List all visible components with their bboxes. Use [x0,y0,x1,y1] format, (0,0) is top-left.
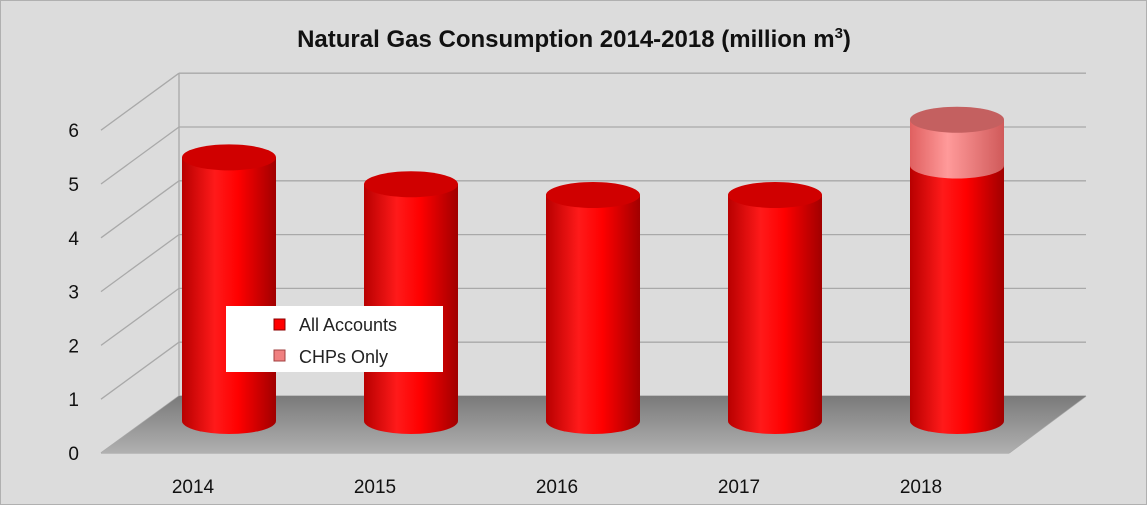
bars-layer [182,106,1004,434]
gridline-side-2 [100,287,180,346]
gridline-side-5 [100,126,180,185]
bar-all-accounts-2016-body [546,195,640,434]
bar-all-accounts-2018 [910,165,1004,434]
gridline-side-4 [100,180,180,239]
legend-label-all-accounts: All Accounts [299,315,397,335]
bar-all-accounts-2015-cap [364,171,458,198]
bar-all-accounts-2017-cap [728,182,822,209]
x-tick-label-2015: 2015 [354,477,396,498]
x-axis-categories: 2014 2015 2016 2017 2018 [172,477,942,498]
gridline-side-6 [100,72,180,131]
y-tick-label-5: 5 [68,175,79,196]
bar-chps-only-2018-cap [910,106,1004,133]
x-tick-label-2014: 2014 [172,477,215,498]
y-tick-label-6: 6 [68,121,79,142]
bar-chps-only-2018-body [910,119,1004,179]
y-tick-label-4: 4 [68,229,79,250]
bar-all-accounts-2017 [728,182,822,434]
legend-label-chps-only: CHPs Only [299,347,388,367]
gridline-side-3 [100,234,180,293]
title-suffix: ) [843,26,851,53]
bar-all-accounts-2015 [364,171,458,434]
bar-all-accounts-2014 [182,144,276,434]
bar-chps-only-2018 [910,106,1004,179]
gridline-side-1 [100,341,180,400]
legend-swatch-chps-only [273,349,286,362]
title-superscript: 3 [835,25,843,42]
legend-swatch-all-accounts [273,318,286,331]
title-main: Natural Gas Consumption 2014-2018 (milli… [297,26,834,53]
y-tick-label-2: 2 [68,336,79,357]
bar-all-accounts-2016-cap [546,182,640,209]
bar-all-accounts-2018-body [910,165,1004,434]
y-tick-label-0: 0 [68,444,79,465]
x-tick-label-2016: 2016 [536,477,578,498]
bar-all-accounts-2017-body [728,195,822,434]
legend: All Accounts CHPs Only [226,306,443,372]
bar-all-accounts-2014-body [182,157,276,434]
bar-all-accounts-2016 [546,182,640,434]
x-tick-label-2017: 2017 [718,477,760,498]
chart-title: Natural Gas Consumption 2014-2018 (milli… [297,25,851,53]
x-tick-label-2018: 2018 [900,477,942,498]
y-tick-label-3: 3 [68,283,79,304]
bar-all-accounts-2014-cap [182,144,276,171]
legend-box [226,306,443,372]
y-axis-ticks: 0 1 2 3 4 5 6 [68,121,79,465]
y-tick-label-1: 1 [68,390,79,411]
